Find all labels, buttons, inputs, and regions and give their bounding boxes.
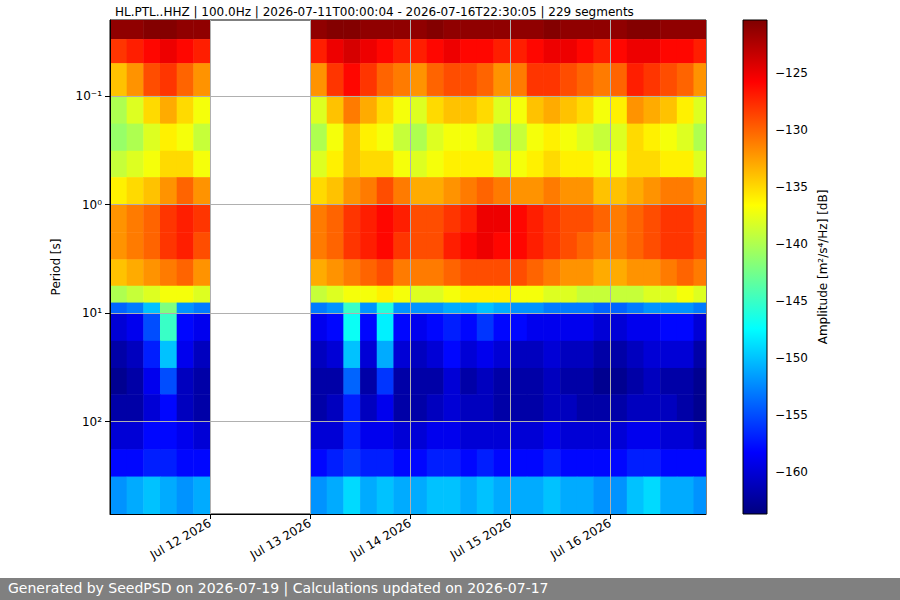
svg-text:Jul 16 2026: Jul 16 2026 xyxy=(547,516,614,563)
svg-text:Generated by SeedPSD on 2026-0: Generated by SeedPSD on 2026-07-19 | Cal… xyxy=(8,580,549,597)
svg-text:Amplitude [m²/s⁴/Hz] [dB]: Amplitude [m²/s⁴/Hz] [dB] xyxy=(816,190,830,345)
svg-text:10⁻¹: 10⁻¹ xyxy=(76,89,103,103)
svg-text:Jul 14 2026: Jul 14 2026 xyxy=(347,516,414,563)
svg-text:Jul 12 2026: Jul 12 2026 xyxy=(147,516,214,563)
svg-text:−160: −160 xyxy=(775,465,808,479)
svg-text:Jul 15 2026: Jul 15 2026 xyxy=(447,516,514,563)
svg-text:−135: −135 xyxy=(775,180,808,194)
svg-text:−130: −130 xyxy=(775,123,808,137)
svg-text:10⁰: 10⁰ xyxy=(82,198,102,212)
svg-text:−155: −155 xyxy=(775,408,808,422)
svg-text:10¹: 10¹ xyxy=(82,306,102,320)
svg-text:Period [s]: Period [s] xyxy=(49,239,63,296)
svg-text:Jul 13 2026: Jul 13 2026 xyxy=(247,516,314,563)
svg-text:HL.PTL..HHZ | 100.0Hz | 2026-0: HL.PTL..HHZ | 100.0Hz | 2026-07-11T00:00… xyxy=(115,5,634,19)
svg-text:10²: 10² xyxy=(82,415,102,429)
svg-text:−145: −145 xyxy=(775,294,808,308)
svg-text:−125: −125 xyxy=(775,66,808,80)
svg-text:−140: −140 xyxy=(775,237,808,251)
svg-text:−150: −150 xyxy=(775,351,808,365)
